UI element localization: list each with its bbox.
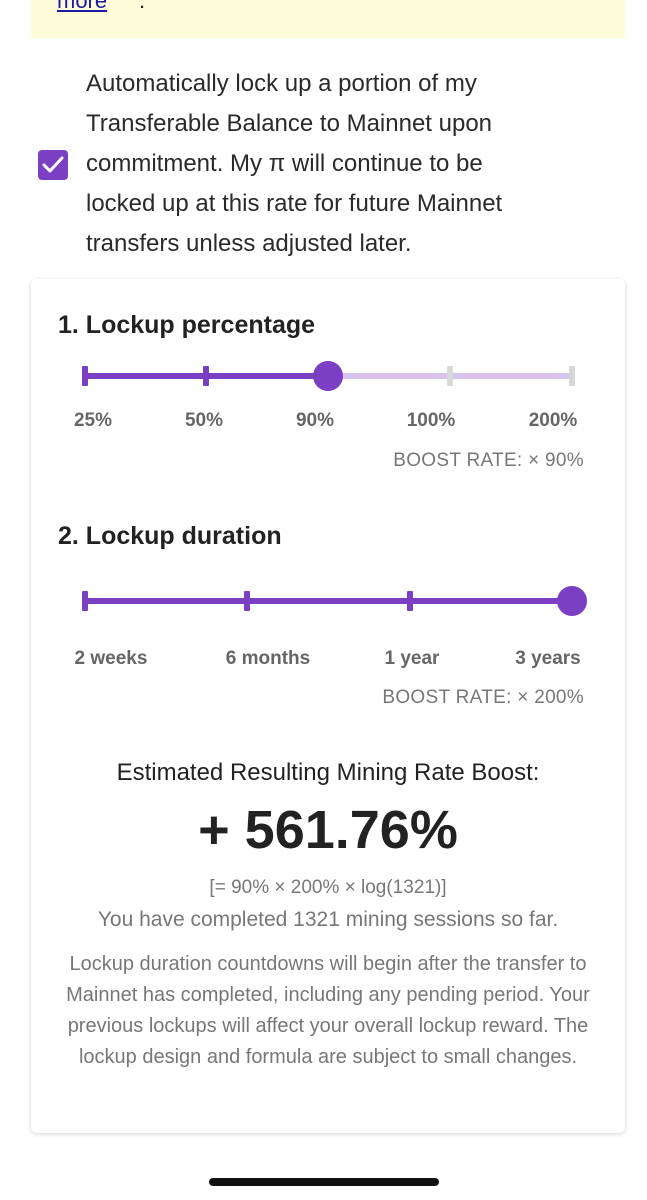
- lockup-percentage-title: 1. Lockup percentage: [58, 311, 316, 339]
- auto-lockup-consent: Automatically lock up a portion of my Tr…: [38, 64, 598, 264]
- lockup-disclaimer: Lockup duration countdowns will begin af…: [66, 953, 590, 1068]
- home-indicator: [209, 1178, 439, 1186]
- slider-tick[interactable]: [447, 366, 453, 386]
- slider-option-label[interactable]: 6 months: [225, 648, 311, 669]
- slider-tick[interactable]: [244, 591, 250, 611]
- slider-option-label[interactable]: 2 weeks: [74, 648, 148, 669]
- consent-line: commitment. My π will continue to be: [86, 150, 483, 177]
- banner-period: .: [139, 0, 146, 13]
- info-banner: more .: [31, 0, 625, 38]
- slider-option-label[interactable]: 90%: [295, 410, 335, 431]
- auto-lockup-label: Automatically lock up a portion of my Tr…: [86, 64, 606, 264]
- lockup-card: 1. Lockup percentage 25% 50% 90% 100% 200% B…: [31, 279, 625, 1133]
- auto-lockup-checkbox[interactable]: [38, 150, 68, 180]
- learn-more-link[interactable]: more: [57, 0, 108, 13]
- duration-boost-rate: BOOST RATE: × 200%: [382, 687, 584, 708]
- slider-tick[interactable]: [82, 366, 88, 386]
- boost-formula: [= 90% × 200% × log(1321)]: [209, 877, 447, 898]
- slider-tick[interactable]: [569, 366, 575, 386]
- slider-thumb[interactable]: [557, 586, 587, 616]
- consent-line: transfers unless adjusted later.: [86, 230, 412, 257]
- slider-tick[interactable]: [82, 591, 88, 611]
- slider-option-label[interactable]: 50%: [184, 410, 224, 431]
- slider-option-label[interactable]: 3 years: [515, 648, 581, 669]
- lockup-duration-title: 2. Lockup duration: [58, 522, 282, 550]
- consent-line: Transferable Balance to Mainnet upon: [86, 110, 493, 137]
- slider-option-label[interactable]: 1 year: [384, 648, 440, 669]
- slider-tick[interactable]: [407, 591, 413, 611]
- slider-option-label[interactable]: 25%: [73, 410, 113, 431]
- estimated-boost-value: + 561.76%: [198, 800, 458, 860]
- percentage-boost-rate: BOOST RATE: × 90%: [393, 450, 584, 471]
- slider-tick[interactable]: [203, 366, 209, 386]
- slider-track-active: [85, 598, 572, 604]
- consent-line: Automatically lock up a portion of my: [86, 70, 477, 97]
- slider-option-label[interactable]: 200%: [528, 410, 578, 431]
- estimated-boost-title: Estimated Resulting Mining Rate Boost:: [116, 759, 540, 786]
- checkmark-icon: [42, 156, 64, 173]
- slider-thumb[interactable]: [313, 361, 343, 391]
- mining-sessions-count: You have completed 1321 mining sessions …: [97, 908, 559, 931]
- slider-option-label[interactable]: 100%: [406, 410, 456, 431]
- consent-line: locked up at this rate for future Mainne…: [86, 190, 503, 217]
